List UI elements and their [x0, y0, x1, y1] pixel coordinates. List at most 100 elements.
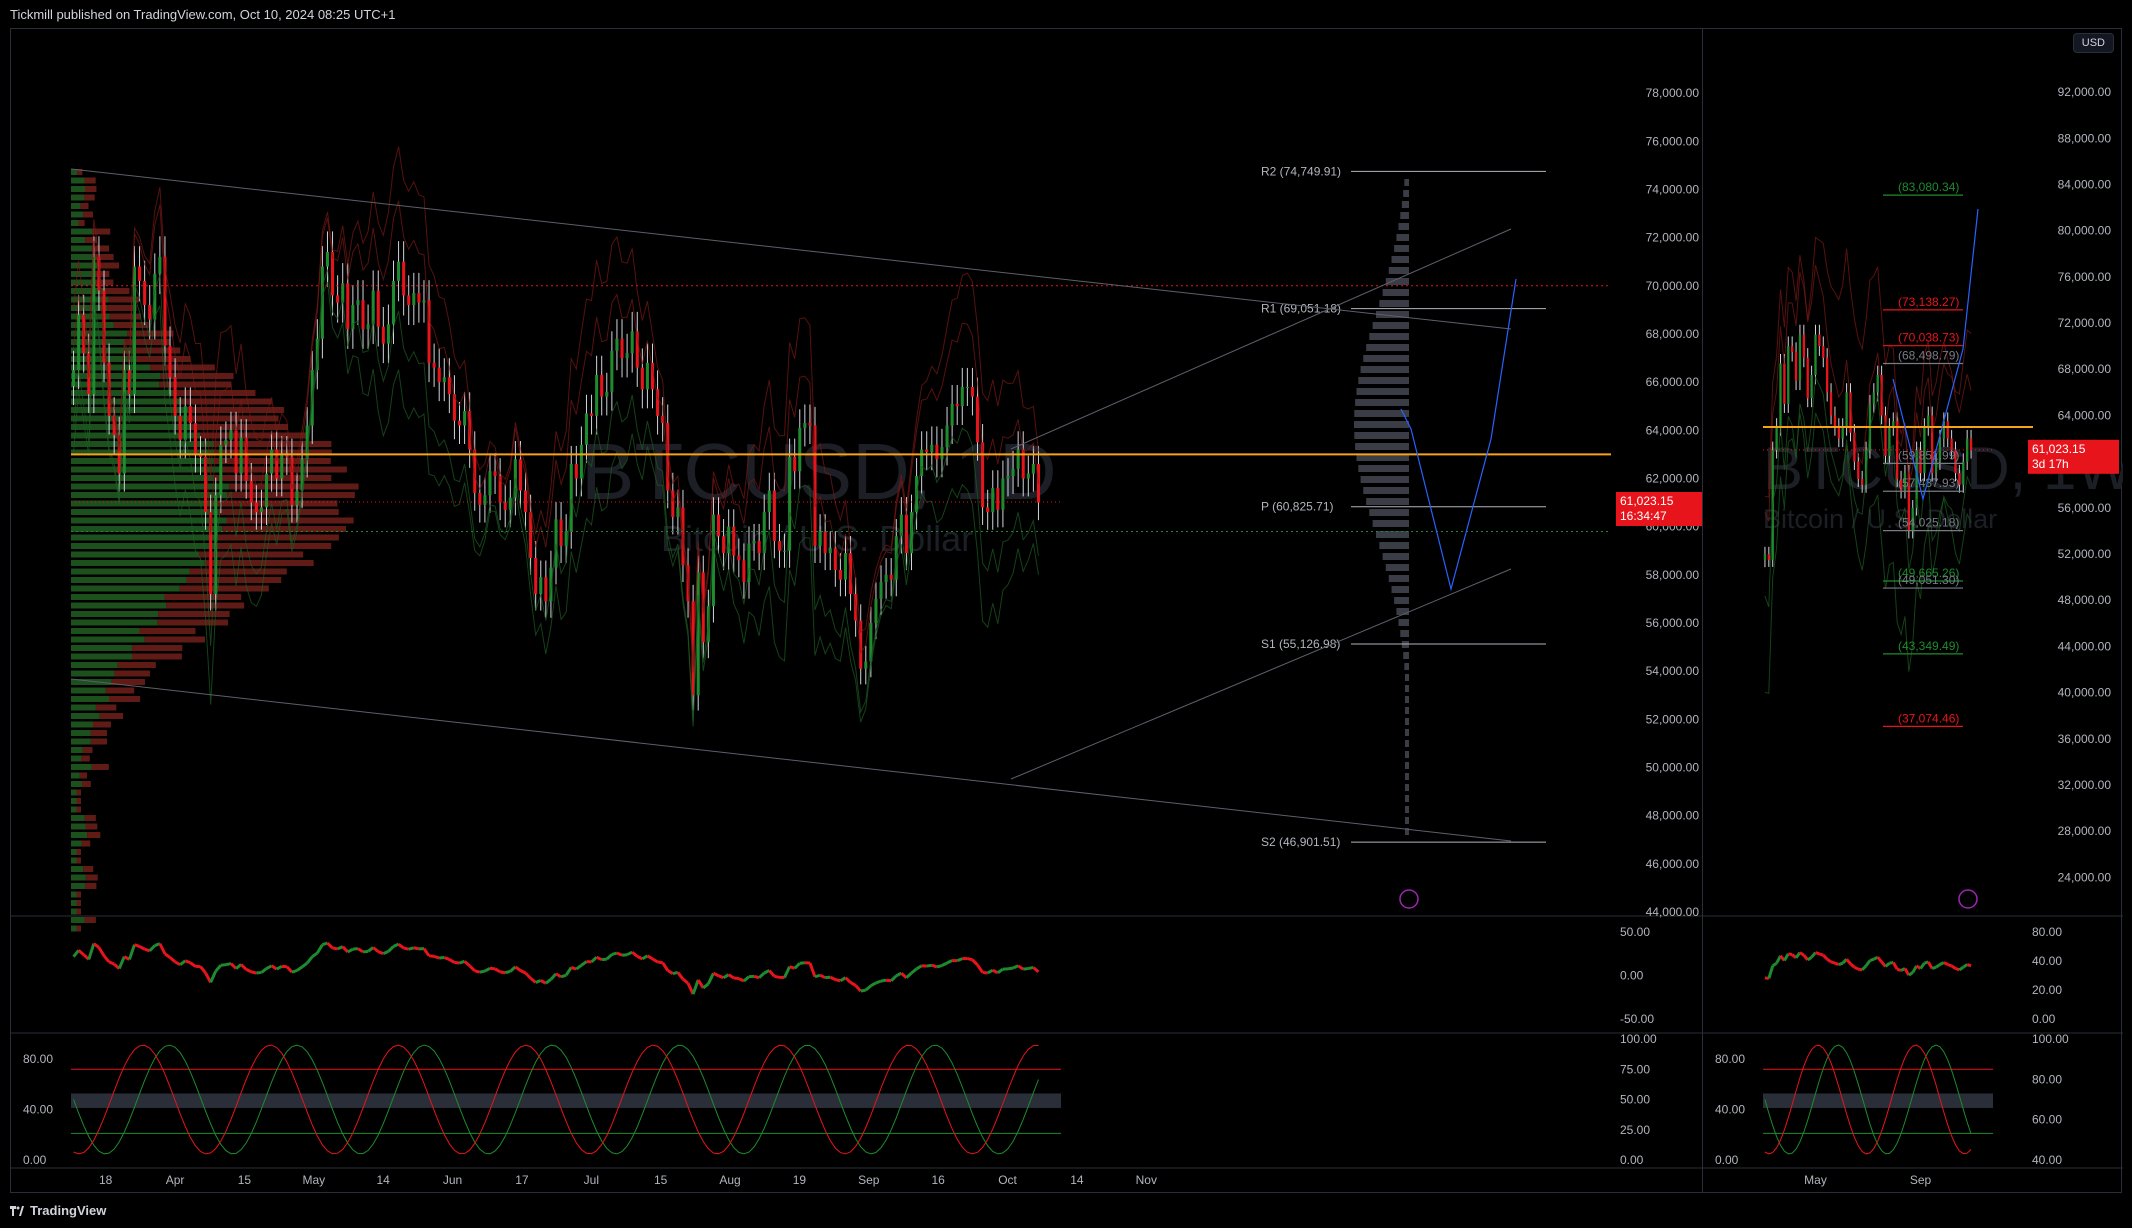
y-tick-label: 32,000.00	[2058, 778, 2112, 792]
volume-profile-bar	[71, 212, 83, 218]
rsi-segment	[236, 964, 241, 968]
level-label: (59,851.99)	[1898, 448, 1959, 462]
candle-body	[179, 416, 182, 440]
candle-body	[773, 491, 776, 542]
volume-profile-right-bar	[1354, 432, 1409, 439]
rsi-segment	[1013, 966, 1018, 968]
rsi-segment	[785, 967, 790, 978]
rsi-segment	[1816, 953, 1820, 954]
rsi-segment	[967, 959, 972, 960]
rsi-segment	[1963, 965, 1967, 968]
rsi-segment	[1858, 969, 1862, 970]
candle-body	[874, 599, 877, 623]
volume-profile-right-bar	[1361, 366, 1409, 373]
candle-body	[158, 257, 161, 274]
volume-profile-bar	[180, 586, 269, 592]
daily-chart-pane[interactable]: BTCUSD, 1D Bitcoin / U.S. Dollar 78,000.00…	[10, 28, 1710, 1193]
volume-profile-right-bar	[1386, 564, 1409, 571]
rsi-segment	[302, 963, 307, 967]
volume-profile-bar	[100, 713, 123, 719]
rsi-segment	[170, 957, 175, 961]
volume-profile-bar	[132, 654, 182, 660]
rsi-segment	[1008, 968, 1013, 969]
candle-body	[77, 315, 80, 370]
trend-line	[1011, 569, 1511, 779]
stoch-tick-label: 25.00	[1620, 1123, 1650, 1137]
rsi-segment	[983, 972, 988, 973]
x-tick-label: May	[302, 1173, 325, 1187]
rsi-segment	[861, 990, 866, 991]
volume-profile-bar	[214, 441, 331, 447]
y-tick-label: 64,000.00	[1646, 423, 1700, 437]
candle-body	[1807, 358, 1809, 398]
volume-profile-bar	[83, 212, 93, 218]
pivot-label: S1 (55,126.98)	[1261, 637, 1340, 651]
x-tick-label: 18	[99, 1173, 113, 1187]
x-tick-label: 19	[793, 1173, 807, 1187]
weekly-chart-pane[interactable]: BTCUSD, 1W Bitcoin / U.S. Dollar 92,000.00…	[1702, 28, 2122, 1193]
volume-profile-right-bar	[1356, 388, 1409, 395]
volume-profile-right-bar	[1403, 652, 1409, 659]
candle-body	[519, 459, 522, 490]
rsi-segment	[261, 969, 266, 973]
candle-body	[326, 252, 329, 266]
rsi-segment	[531, 978, 536, 982]
daily-chart-svg[interactable]: BTCUSD, 1DBitcoin / U.S. Dollar 78,000.00…	[11, 29, 1711, 1194]
candle-body	[229, 430, 232, 440]
y-tick-label: 78,000.00	[1646, 86, 1700, 100]
rsi-segment	[180, 961, 185, 965]
rsi-segment	[150, 946, 155, 951]
y-tick-label: 74,000.00	[1646, 182, 1700, 196]
rsi-segment	[1800, 953, 1804, 956]
rsi-segment	[774, 976, 779, 977]
x-tick-label: Jul	[584, 1173, 599, 1187]
rsi-segment	[597, 957, 602, 959]
currency-button[interactable]: USD	[2073, 33, 2114, 53]
volume-profile-right-bar	[1405, 740, 1409, 747]
volume-profile-bar	[83, 747, 93, 753]
rsi-segment	[94, 944, 99, 948]
candle-body	[438, 368, 441, 382]
volume-profile-bar	[71, 280, 94, 286]
volume-profile-bar	[78, 220, 84, 226]
rsi-segment	[1788, 954, 1792, 955]
volume-profile-right-bar	[1400, 212, 1409, 219]
candle-body	[1795, 352, 1797, 381]
y-tick-label: 52,000.00	[1646, 712, 1700, 726]
candle-body	[966, 387, 969, 388]
candle-body	[235, 430, 238, 473]
weekly-chart-svg[interactable]: BTCUSD, 1WBitcoin / U.S. Dollar92,000.00…	[1703, 29, 2123, 1194]
y-tick-label: 88,000.00	[2058, 131, 2112, 145]
stoch-left-tick-label: 80.00	[23, 1052, 53, 1066]
volume-profile-bar	[71, 688, 106, 694]
candle-body	[356, 300, 359, 305]
candle-body	[839, 570, 842, 580]
rsi-segment	[1784, 954, 1788, 961]
volume-profile-right-bar	[1402, 201, 1409, 208]
candle-body	[458, 421, 461, 426]
volume-profile-right-bar	[1373, 322, 1409, 329]
rsi-segment	[485, 968, 490, 971]
level-label: (83,080.34)	[1898, 180, 1959, 194]
rsi-segment	[1952, 966, 1956, 969]
volume-profile-bar	[93, 722, 111, 728]
candle-body	[971, 387, 974, 397]
volume-profile-right-bar	[1373, 520, 1409, 527]
candle-body	[626, 353, 629, 358]
candle-body	[961, 387, 964, 406]
volume-profile-right-bar	[1400, 630, 1409, 637]
rsi-segment	[845, 978, 850, 983]
pivot-label: P (60,825.71)	[1261, 500, 1334, 514]
candle-body	[737, 556, 740, 561]
rsi-segment	[906, 973, 911, 978]
volume-profile-right-bar	[1355, 443, 1409, 450]
volume-profile-bar	[71, 594, 165, 600]
volume-profile-bar	[71, 917, 85, 923]
rsi-segment	[216, 965, 221, 971]
rsi-segment	[556, 974, 561, 977]
rsi-segment	[277, 966, 282, 969]
candle-body	[925, 450, 928, 452]
rsi-segment	[388, 946, 393, 951]
volume-profile-bar	[71, 781, 82, 787]
x-tick-label: Aug	[719, 1173, 740, 1187]
